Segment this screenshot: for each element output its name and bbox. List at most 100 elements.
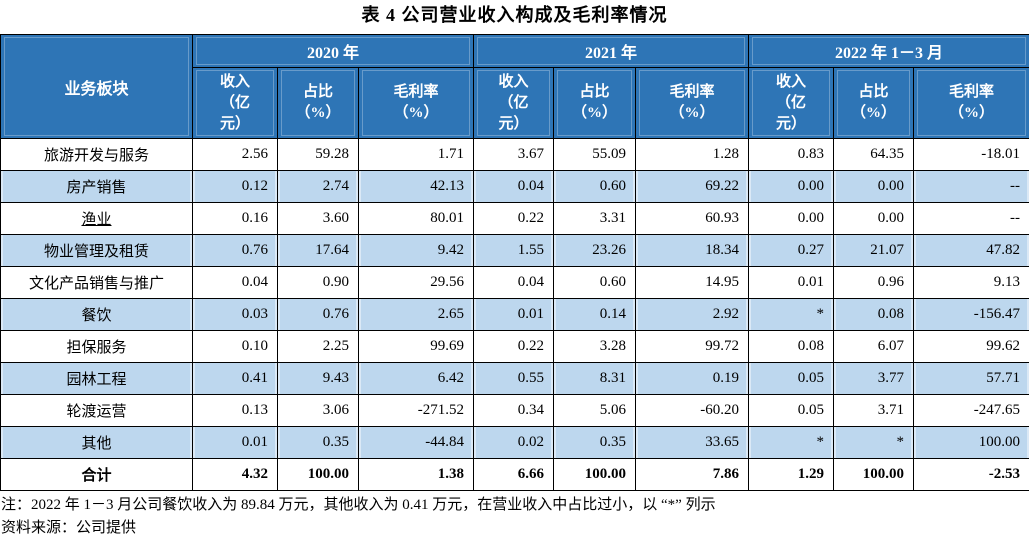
column-header-label: 毛利率 （%） xyxy=(393,84,439,121)
group-header-2021: 2021 年 xyxy=(473,34,749,68)
value-cell: -60.20 xyxy=(635,394,749,427)
column-header-segment: 业务板块 xyxy=(0,34,193,139)
segment-cell: 房产销售 xyxy=(0,170,193,203)
value-cell: 100.00 xyxy=(277,458,359,491)
value-cell: 17.64 xyxy=(277,234,359,267)
value-cell: 0.22 xyxy=(473,330,554,363)
value-cell: 0.08 xyxy=(833,298,914,331)
value-cell: 0.96 xyxy=(833,266,914,299)
value-cell: 33.65 xyxy=(635,426,749,459)
column-header-label: 占比 （%） xyxy=(571,84,617,121)
value-cell: 47.82 xyxy=(912,234,1029,267)
value-cell: 14.95 xyxy=(635,266,749,299)
value-cell: 4.32 xyxy=(192,458,278,491)
value-cell: 100.00 xyxy=(553,458,636,491)
revenue-composition-table: 业务板块 2020 年 2021 年 2022 年 1－3 月 收入 （亿 元）… xyxy=(0,34,1029,491)
value-cell: 0.00 xyxy=(833,202,914,235)
column-header-share-2022: 占比 （%） xyxy=(833,67,914,139)
group-header-2020: 2020 年 xyxy=(192,34,474,68)
value-cell: 1.38 xyxy=(358,458,474,491)
column-header-label: 占比 （%） xyxy=(850,84,896,121)
table-row: 合计 4.32 100.00 1.38 6.66 100.00 7.86 1.29 100.00… xyxy=(0,458,1029,491)
value-cell: 0.35 xyxy=(553,426,636,459)
column-header-income-2021: 收入 （亿 元） xyxy=(473,67,554,139)
value-cell: 55.09 xyxy=(553,138,636,171)
value-cell: 0.55 xyxy=(473,362,554,395)
value-cell: 0.16 xyxy=(192,202,278,235)
column-header-margin-2022: 毛利率 （%） xyxy=(912,67,1029,139)
header-group-row: 业务板块 2020 年 2021 年 2022 年 1－3 月 xyxy=(0,34,1029,139)
column-header-income-2022: 收入 （亿 元） xyxy=(748,67,834,139)
value-cell: 0.05 xyxy=(748,362,834,395)
table-row: 旅游开发与服务 2.56 59.28 1.71 3.67 55.09 1.28 0.83 64.… xyxy=(0,138,1029,171)
value-cell: 9.43 xyxy=(277,362,359,395)
value-cell: 21.07 xyxy=(833,234,914,267)
value-cell: -247.65 xyxy=(912,394,1029,427)
column-header-share-2021: 占比 （%） xyxy=(553,67,636,139)
value-cell: 0.10 xyxy=(192,330,278,363)
value-cell: 100.00 xyxy=(912,426,1029,459)
value-cell: 3.71 xyxy=(833,394,914,427)
column-header-income-2020: 收入 （亿 元） xyxy=(192,67,278,139)
segment-label: 文化产品销售与推广 xyxy=(28,276,164,292)
value-cell: 3.31 xyxy=(553,202,636,235)
segment-label: 餐饮 xyxy=(81,308,112,324)
value-cell: 0.00 xyxy=(748,202,834,235)
value-cell: 3.60 xyxy=(277,202,359,235)
segment-cell: 物业管理及租赁 xyxy=(0,234,193,267)
value-cell: 0.04 xyxy=(473,170,554,203)
column-header-share-2020: 占比 （%） xyxy=(277,67,359,139)
value-cell: 0.00 xyxy=(748,170,834,203)
value-cell: 0.13 xyxy=(192,394,278,427)
column-header-label: 收入 （亿 元） xyxy=(498,73,529,132)
value-cell: 99.69 xyxy=(358,330,474,363)
value-cell: 57.71 xyxy=(912,362,1029,395)
segment-label: 渔业 xyxy=(81,212,112,228)
value-cell: 6.66 xyxy=(473,458,554,491)
value-cell: -2.53 xyxy=(912,458,1029,491)
table-row: 餐饮 0.03 0.76 2.65 0.01 0.14 2.92 * 0.08 -156.47 xyxy=(0,298,1029,331)
segment-cell: 文化产品销售与推广 xyxy=(0,266,193,299)
table-row: 担保服务 0.10 2.25 99.69 0.22 3.28 99.72 0.08 6.07 99… xyxy=(0,330,1029,363)
segment-label: 担保服务 xyxy=(66,340,127,356)
segment-cell: 轮渡运营 xyxy=(0,394,193,427)
value-cell: 60.93 xyxy=(635,202,749,235)
value-cell: 59.28 xyxy=(277,138,359,171)
notes-block: 注：2022 年 1－3 月公司餐饮收入为 89.84 万元，其他收入为 0.4… xyxy=(0,491,1029,540)
table-title: 表 4 公司营业收入构成及毛利率情况 xyxy=(361,5,668,25)
value-cell: 3.28 xyxy=(553,330,636,363)
value-cell: 1.28 xyxy=(635,138,749,171)
value-cell: 80.01 xyxy=(358,202,474,235)
value-cell: 3.06 xyxy=(277,394,359,427)
value-cell: 8.31 xyxy=(553,362,636,395)
header-sub-row: 收入 （亿 元） 占比 （%） 毛利率 （%） 收入 （亿 元） 占比 （%） … xyxy=(1,67,1029,139)
value-cell: 99.72 xyxy=(635,330,749,363)
value-cell: 0.08 xyxy=(748,330,834,363)
value-cell: 0.41 xyxy=(192,362,278,395)
value-cell: 0.01 xyxy=(192,426,278,459)
value-cell: 0.76 xyxy=(192,234,278,267)
value-cell: 0.35 xyxy=(277,426,359,459)
value-cell: -18.01 xyxy=(912,138,1029,171)
value-cell: 69.22 xyxy=(635,170,749,203)
value-cell: * xyxy=(833,426,914,459)
segment-cell: 园林工程 xyxy=(0,362,193,395)
value-cell: 0.04 xyxy=(192,266,278,299)
table-row: 物业管理及租赁 0.76 17.64 9.42 1.55 23.26 18.34 0.27 21… xyxy=(0,234,1029,267)
value-cell: 0.01 xyxy=(473,298,554,331)
segment-label: 旅游开发与服务 xyxy=(43,148,149,164)
value-cell: 5.06 xyxy=(553,394,636,427)
value-cell: 2.65 xyxy=(358,298,474,331)
value-cell: -44.84 xyxy=(358,426,474,459)
value-cell: 0.19 xyxy=(635,362,749,395)
value-cell: 3.67 xyxy=(473,138,554,171)
value-cell: 0.00 xyxy=(833,170,914,203)
value-cell: -156.47 xyxy=(912,298,1029,331)
column-header-label: 占比 （%） xyxy=(295,84,341,121)
segment-label: 房产销售 xyxy=(66,180,127,196)
value-cell: 0.05 xyxy=(748,394,834,427)
value-cell: 9.42 xyxy=(358,234,474,267)
segment-label: 物业管理及租赁 xyxy=(43,244,149,260)
value-cell: 0.03 xyxy=(192,298,278,331)
value-cell: 29.56 xyxy=(358,266,474,299)
